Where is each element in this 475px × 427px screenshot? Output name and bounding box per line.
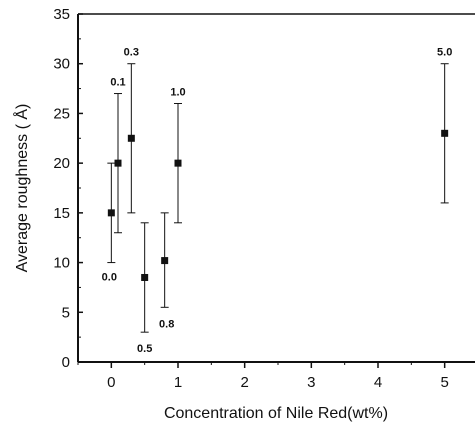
data-points: 0.0 0.1 0.3 0.5 0.8 1.0 5.0: [102, 47, 453, 355]
y-axis-title: Average roughness ( Å): [12, 104, 31, 273]
data-point: [174, 159, 182, 167]
data-label: 0.0: [102, 272, 117, 284]
data-label: 0.3: [124, 47, 139, 59]
y-tick-label: 15: [53, 205, 70, 222]
x-tick-label: 0: [107, 374, 115, 391]
data-point: [141, 273, 149, 281]
y-tick-label: 0: [62, 354, 70, 371]
y-tick-label: 10: [53, 255, 70, 272]
data-point: [161, 257, 169, 265]
x-axis-title: Concentration of Nile Red(wt%): [164, 405, 388, 422]
x-tick-label: 1: [174, 374, 182, 391]
plot-frame: [77, 13, 475, 363]
y-axis-ticks: 0 5 10 15 20 25 30 35: [53, 6, 83, 371]
data-label: 0.1: [110, 77, 125, 89]
data-label: 0.8: [159, 318, 174, 330]
data-point: [441, 129, 449, 137]
data-point: [107, 209, 115, 217]
x-tick-label: 2: [240, 374, 248, 391]
y-tick-label: 30: [53, 56, 70, 73]
y-tick-label: 25: [53, 105, 70, 122]
x-axis-ticks: 0 1 2 3 4 5: [77, 362, 449, 391]
x-tick-label: 5: [440, 374, 448, 391]
data-point: [127, 134, 135, 142]
data-label: 0.5: [137, 343, 152, 355]
x-tick-label: 3: [307, 374, 315, 391]
y-tick-label: 5: [62, 304, 70, 321]
y-tick-label: 20: [53, 155, 70, 172]
y-tick-label: 35: [53, 6, 70, 23]
x-tick-label: 4: [374, 374, 382, 391]
data-label: 1.0: [170, 86, 185, 98]
data-label: 5.0: [437, 47, 452, 59]
data-point: [114, 159, 122, 167]
